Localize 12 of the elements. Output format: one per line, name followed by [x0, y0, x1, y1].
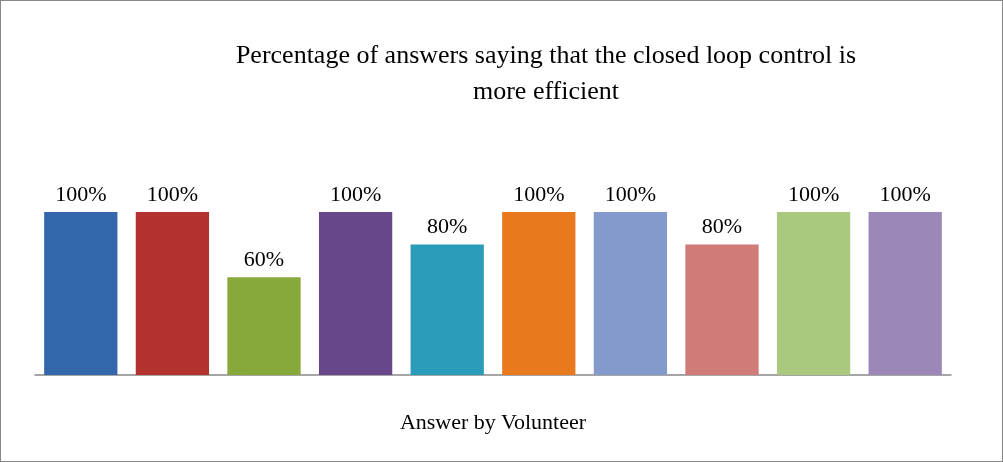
data-label: 100%: [513, 180, 565, 206]
data-label: 100%: [55, 180, 107, 206]
data-label: 100%: [146, 180, 199, 206]
data-label: 100%: [879, 180, 931, 206]
data-label: 100%: [604, 180, 657, 206]
data-label: 60%: [243, 245, 285, 271]
data-label: 80%: [701, 213, 743, 239]
data-label: 100%: [787, 180, 840, 206]
data-label: 80%: [427, 213, 468, 239]
chart-title: Percentage of answers saying that the closed loop control is more efficient: [235, 39, 857, 105]
x-axis-title: Answer by Volunteer: [399, 408, 587, 434]
data-label: 100%: [329, 180, 382, 206]
